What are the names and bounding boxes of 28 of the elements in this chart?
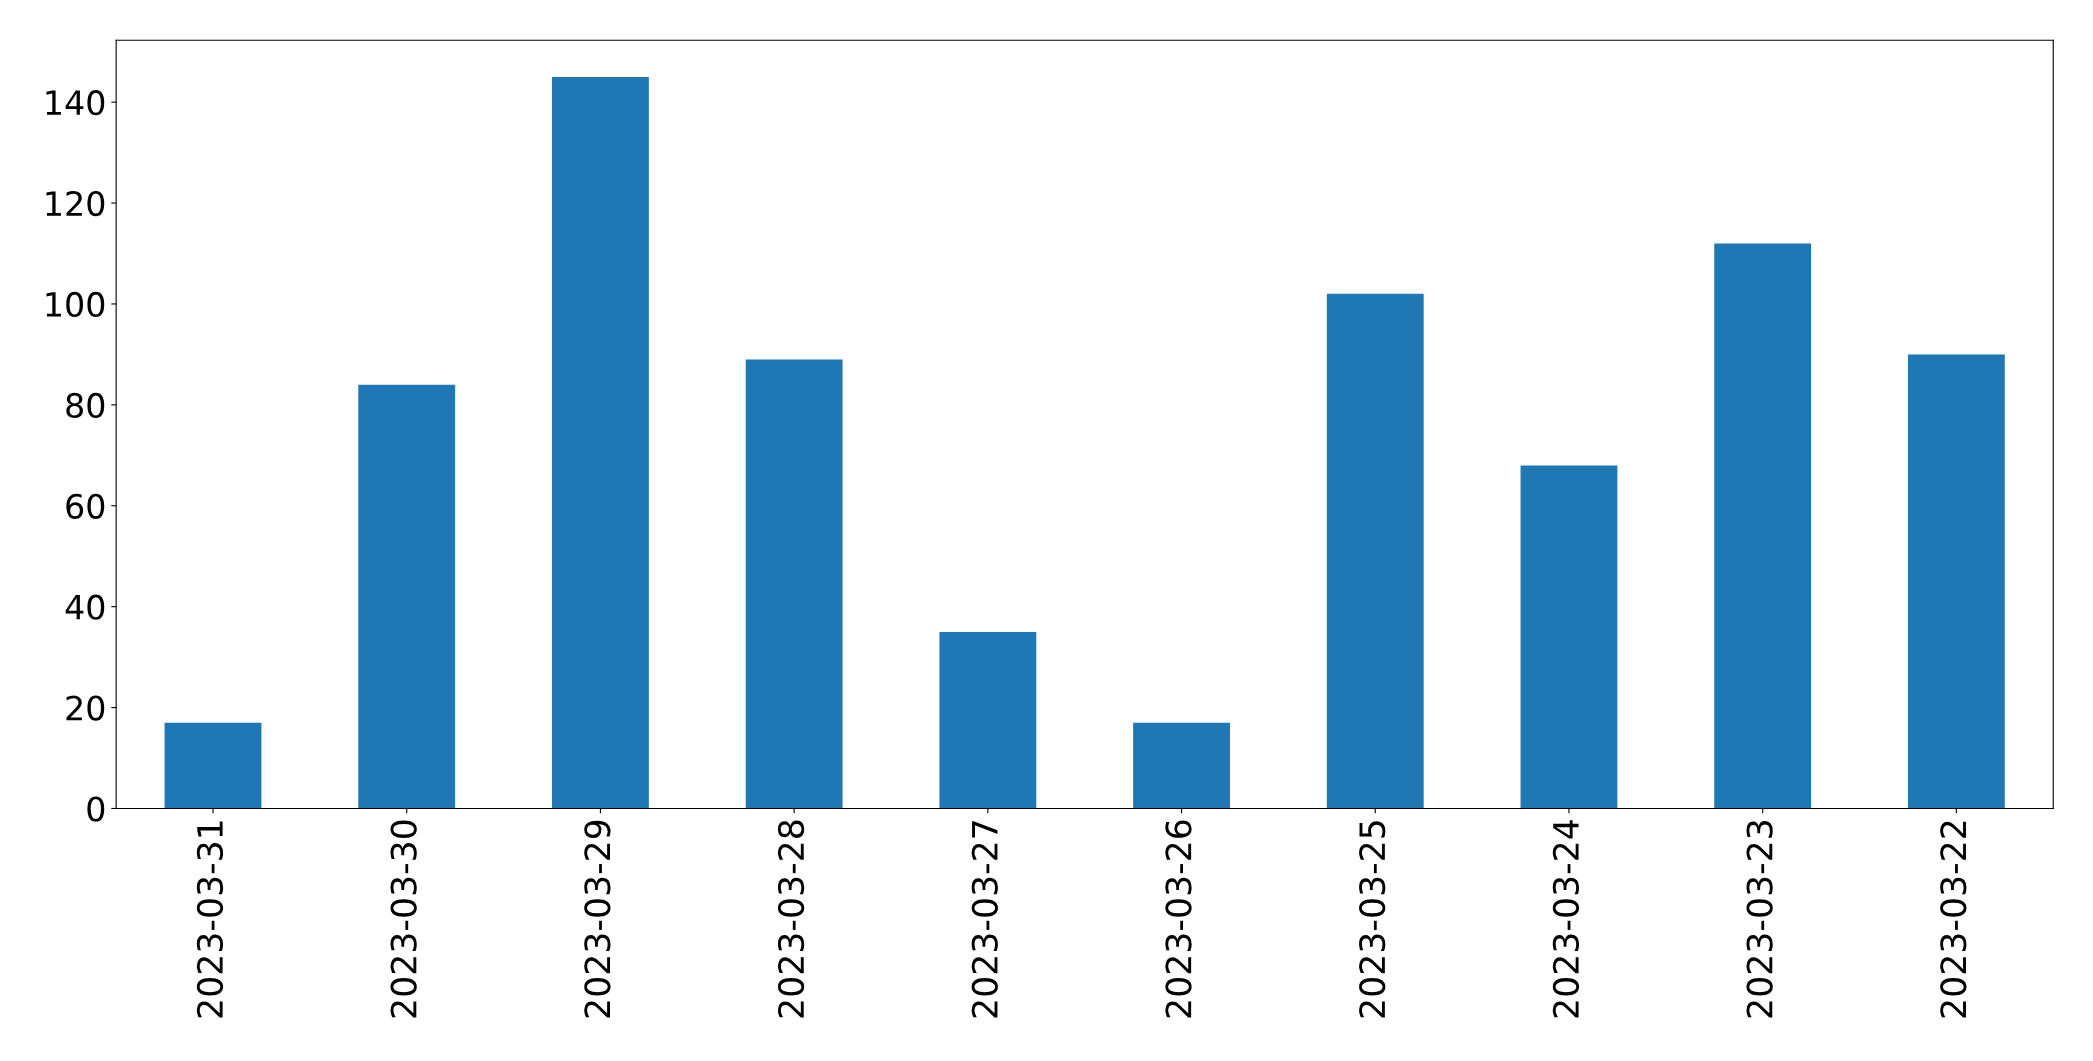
x-tick-label: 2023-03-31 bbox=[196, 821, 224, 1018]
bar bbox=[1326, 293, 1424, 809]
y-tick-label: 60 bbox=[66, 493, 105, 519]
bar bbox=[552, 76, 649, 809]
bar bbox=[358, 384, 456, 809]
bar bbox=[1520, 465, 1618, 809]
y-tick-label: 100 bbox=[46, 291, 105, 318]
bar bbox=[939, 631, 1037, 809]
x-tick-label: 2023-03-30 bbox=[390, 820, 417, 1018]
y-tick-label: 0 bbox=[87, 796, 105, 822]
x-tick-label: 2023-03-24 bbox=[1552, 820, 1580, 1018]
y-tick-label: 140 bbox=[46, 90, 105, 116]
x-tick-label: 2023-03-29 bbox=[584, 820, 611, 1018]
x-tick-label: 2023-03-26 bbox=[1165, 820, 1192, 1018]
y-tick-label: 80 bbox=[66, 392, 105, 418]
y-tick-label: 20 bbox=[66, 695, 105, 721]
bar bbox=[1714, 243, 1812, 809]
bar bbox=[745, 359, 843, 809]
x-tick-label: 2023-03-22 bbox=[1940, 821, 1967, 1018]
x-tick-label: 2023-03-25 bbox=[1359, 821, 1386, 1018]
bar bbox=[1133, 722, 1230, 809]
x-tick-label: 2023-03-28 bbox=[777, 820, 805, 1018]
y-tick-label: 40 bbox=[65, 594, 105, 620]
x-tick-label: 2023-03-23 bbox=[1746, 820, 1773, 1018]
bar bbox=[1907, 354, 2005, 809]
x-tick-label: 2023-03-27 bbox=[971, 821, 998, 1018]
bar bbox=[164, 722, 262, 809]
y-tick-label: 120 bbox=[46, 190, 105, 217]
